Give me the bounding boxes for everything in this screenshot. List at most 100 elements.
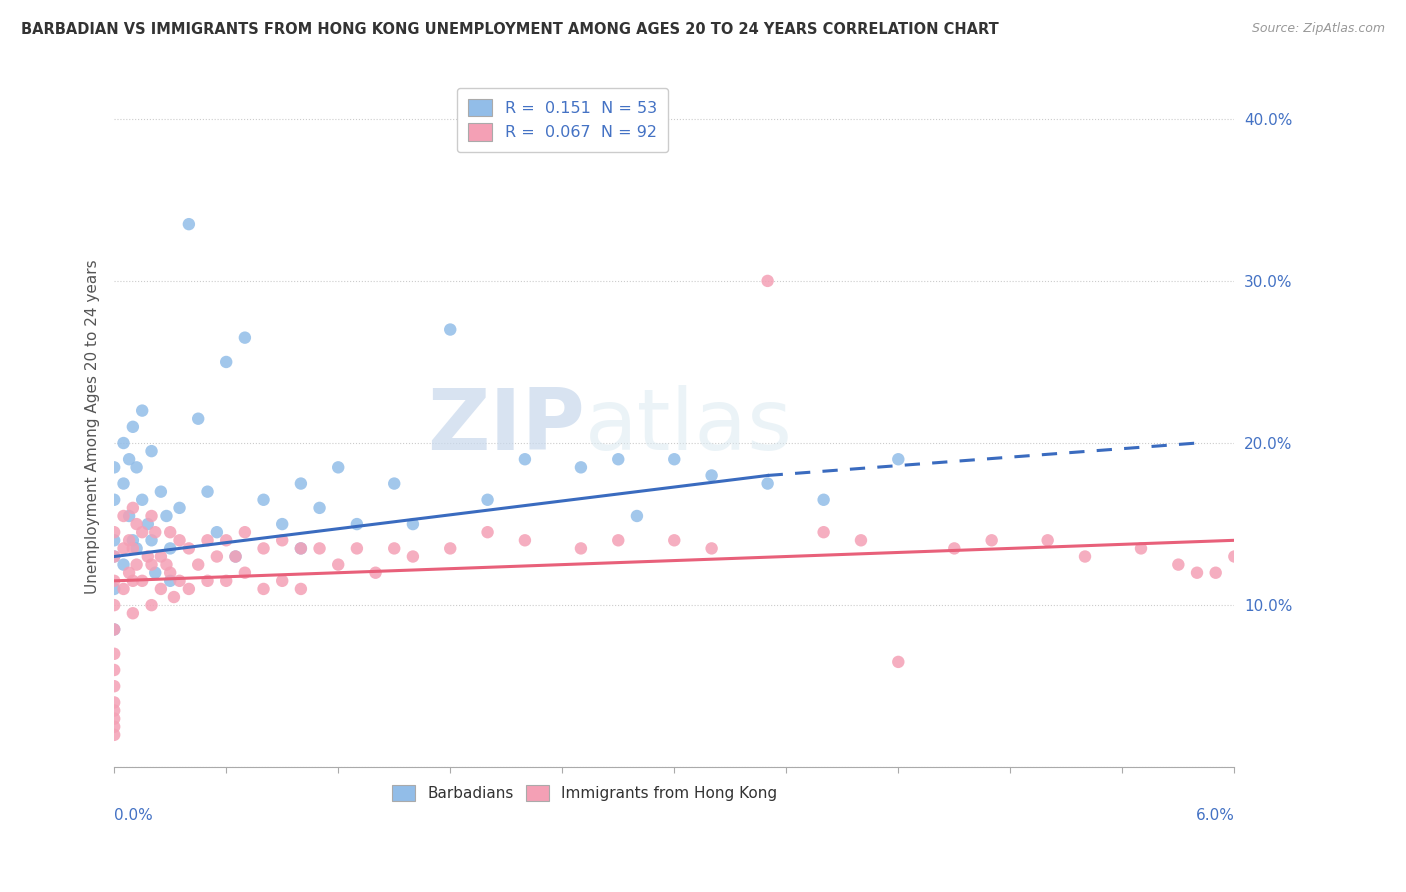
Point — [169, 533, 191, 548]
Point — [233, 331, 256, 345]
Point — [163, 590, 186, 604]
Point — [1223, 549, 1246, 564]
Point — [215, 355, 238, 369]
Point — [1205, 566, 1227, 580]
Point — [159, 574, 181, 588]
Point — [159, 566, 181, 580]
Point — [169, 500, 191, 515]
Point — [143, 525, 166, 540]
Point — [125, 541, 148, 556]
Point — [1185, 566, 1208, 580]
Point — [980, 533, 1002, 548]
Point — [141, 444, 163, 458]
Point — [103, 704, 125, 718]
Point — [197, 533, 219, 548]
Point — [290, 541, 312, 556]
Point — [177, 217, 200, 231]
Point — [103, 460, 125, 475]
Point — [346, 517, 368, 532]
Point — [402, 517, 425, 532]
Point — [125, 460, 148, 475]
Point — [607, 533, 630, 548]
Text: 0.0%: 0.0% — [114, 808, 153, 823]
Point — [112, 436, 135, 450]
Point — [177, 582, 200, 596]
Point — [626, 508, 648, 523]
Point — [1316, 574, 1339, 588]
Point — [125, 558, 148, 572]
Point — [1372, 590, 1395, 604]
Point — [118, 533, 141, 548]
Point — [103, 492, 125, 507]
Point — [118, 508, 141, 523]
Point — [103, 679, 125, 693]
Point — [103, 574, 125, 588]
Point — [112, 558, 135, 572]
Point — [149, 484, 172, 499]
Point — [205, 549, 228, 564]
Point — [569, 541, 592, 556]
Point — [197, 574, 219, 588]
Point — [121, 541, 143, 556]
Point — [1241, 558, 1264, 572]
Point — [141, 598, 163, 612]
Point — [225, 549, 247, 564]
Point — [103, 598, 125, 612]
Point — [290, 541, 312, 556]
Point — [103, 647, 125, 661]
Point — [382, 541, 405, 556]
Text: BARBADIAN VS IMMIGRANTS FROM HONG KONG UNEMPLOYMENT AMONG AGES 20 TO 24 YEARS CO: BARBADIAN VS IMMIGRANTS FROM HONG KONG U… — [21, 22, 998, 37]
Point — [513, 533, 536, 548]
Point — [121, 500, 143, 515]
Point — [177, 541, 200, 556]
Point — [155, 508, 177, 523]
Point — [364, 566, 387, 580]
Point — [103, 712, 125, 726]
Point — [1279, 566, 1302, 580]
Point — [121, 607, 143, 621]
Point — [225, 549, 247, 564]
Point — [1036, 533, 1059, 548]
Point — [159, 541, 181, 556]
Point — [271, 574, 294, 588]
Point — [1167, 558, 1189, 572]
Legend: Barbadians, Immigrants from Hong Kong: Barbadians, Immigrants from Hong Kong — [387, 779, 783, 807]
Point — [252, 541, 274, 556]
Point — [1391, 582, 1406, 596]
Point — [439, 541, 461, 556]
Point — [402, 549, 425, 564]
Point — [112, 476, 135, 491]
Point — [756, 476, 779, 491]
Y-axis label: Unemployment Among Ages 20 to 24 years: Unemployment Among Ages 20 to 24 years — [86, 260, 100, 594]
Point — [700, 468, 723, 483]
Point — [664, 533, 686, 548]
Point — [103, 623, 125, 637]
Point — [271, 533, 294, 548]
Point — [700, 541, 723, 556]
Point — [159, 525, 181, 540]
Point — [141, 533, 163, 548]
Point — [141, 508, 163, 523]
Point — [187, 558, 209, 572]
Point — [756, 274, 779, 288]
Point — [187, 411, 209, 425]
Point — [813, 492, 835, 507]
Point — [1354, 582, 1376, 596]
Point — [477, 492, 499, 507]
Point — [149, 582, 172, 596]
Point — [328, 558, 350, 572]
Point — [290, 582, 312, 596]
Point — [155, 558, 177, 572]
Point — [887, 655, 910, 669]
Point — [136, 549, 159, 564]
Point — [103, 695, 125, 709]
Point — [112, 582, 135, 596]
Point — [346, 541, 368, 556]
Point — [141, 558, 163, 572]
Point — [149, 549, 172, 564]
Point — [118, 452, 141, 467]
Text: 6.0%: 6.0% — [1195, 808, 1234, 823]
Point — [290, 476, 312, 491]
Point — [1130, 541, 1153, 556]
Point — [943, 541, 966, 556]
